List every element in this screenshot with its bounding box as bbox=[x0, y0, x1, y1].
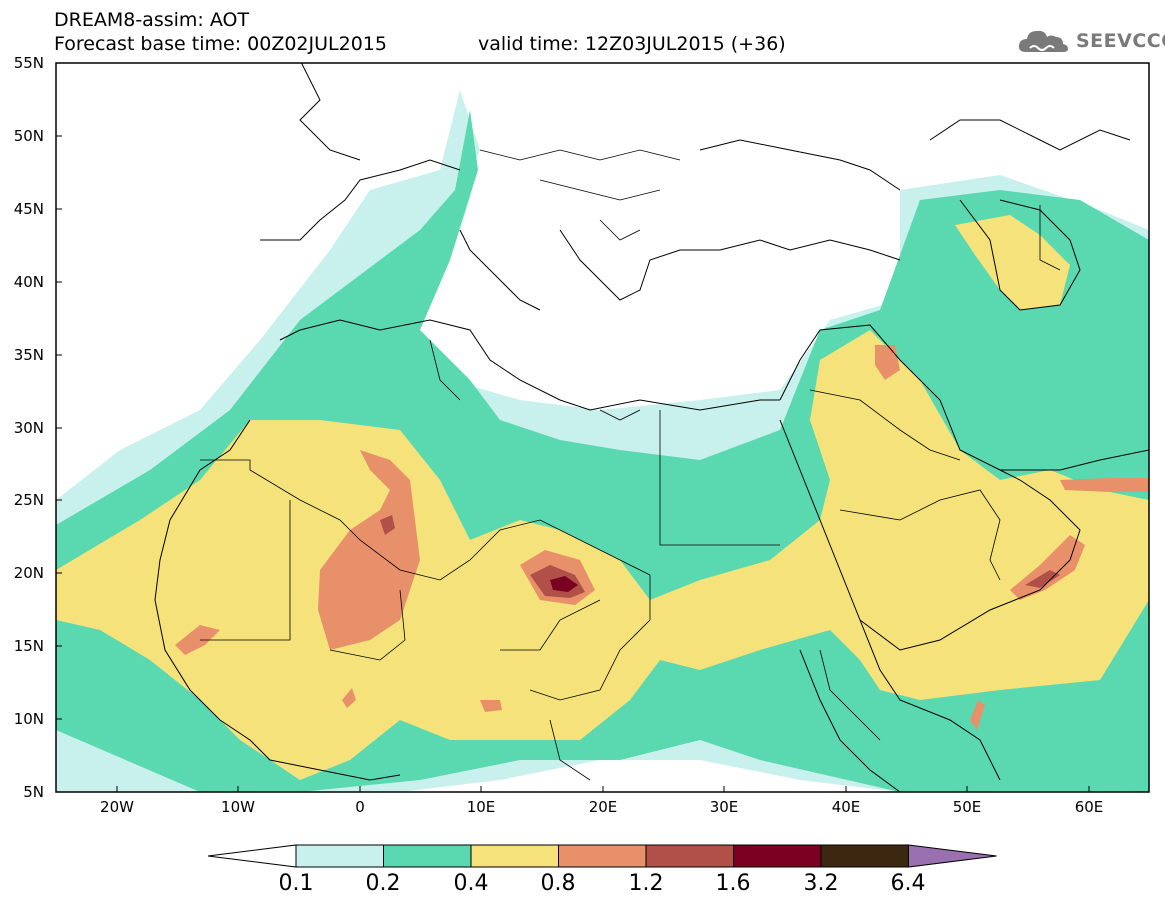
seevccc-logo: SEEVCCC bbox=[1018, 26, 1165, 56]
country-borders bbox=[200, 149, 1061, 781]
forecast-base-time: Forecast base time: 00Z02JUL2015 bbox=[54, 33, 387, 55]
colorbar-label: 1.6 bbox=[715, 871, 751, 896]
colorbar-label: 0.1 bbox=[278, 871, 314, 896]
lat-label: 25N bbox=[13, 491, 44, 509]
lon-label: 20W bbox=[100, 798, 134, 816]
logo-text: SEEVCCC bbox=[1076, 30, 1165, 52]
lon-label: 10E bbox=[466, 798, 496, 816]
coastlines bbox=[154, 63, 1149, 792]
aot-contours bbox=[56, 63, 1149, 792]
lat-label: 50N bbox=[13, 127, 44, 145]
lon-label: 0 bbox=[355, 798, 365, 816]
map-title: DREAM8-assim: AOT bbox=[54, 9, 250, 31]
lon-label: 30E bbox=[709, 798, 739, 816]
aot-band-moderate bbox=[56, 330, 1149, 780]
aot-band-high-mauritania bbox=[175, 625, 220, 655]
lat-label: 30N bbox=[13, 419, 44, 437]
lat-label: 40N bbox=[13, 273, 44, 291]
aot-band-extreme-chad bbox=[550, 576, 578, 592]
aot-band-very-high-oman bbox=[1025, 570, 1060, 588]
aot-band-high-sahara bbox=[318, 450, 420, 650]
lat-label: 15N bbox=[13, 637, 44, 655]
lat-label: 20N bbox=[13, 564, 44, 582]
colorbar-label: 0.4 bbox=[453, 871, 489, 896]
lon-label: 10W bbox=[221, 798, 255, 816]
aot-band-high-somalia bbox=[970, 700, 985, 730]
valid-time: valid time: 12Z03JUL2015 (+36) bbox=[478, 33, 786, 55]
colorbar-label: 6.4 bbox=[890, 871, 926, 896]
lon-label: 40E bbox=[831, 798, 861, 816]
aot-band-high-iran bbox=[1060, 478, 1149, 492]
lon-label: 60E bbox=[1074, 798, 1104, 816]
aot-band-very-high-sahara bbox=[380, 515, 395, 535]
aot-band-high-nigeria bbox=[480, 700, 502, 712]
lat-label: 10N bbox=[13, 710, 44, 728]
lat-label: 45N bbox=[13, 200, 44, 218]
axis-ticks bbox=[56, 62, 1090, 792]
aot-band-high-ghana bbox=[342, 688, 356, 708]
lon-label: 50E bbox=[952, 798, 982, 816]
cloud-icon bbox=[1018, 30, 1068, 52]
aot-band-moderate-caspian bbox=[955, 215, 1070, 310]
lat-label: 55N bbox=[13, 54, 44, 72]
lat-label: 5N bbox=[23, 783, 44, 801]
lon-label: 20E bbox=[588, 798, 618, 816]
lat-label: 35N bbox=[13, 346, 44, 364]
colorbar-label: 0.8 bbox=[540, 871, 576, 896]
aot-band-high-iraq bbox=[875, 345, 900, 380]
colorbar-label: 3.2 bbox=[803, 871, 839, 896]
colorbar-label: 1.2 bbox=[628, 871, 664, 896]
colorbar-label: 0.2 bbox=[365, 871, 401, 896]
